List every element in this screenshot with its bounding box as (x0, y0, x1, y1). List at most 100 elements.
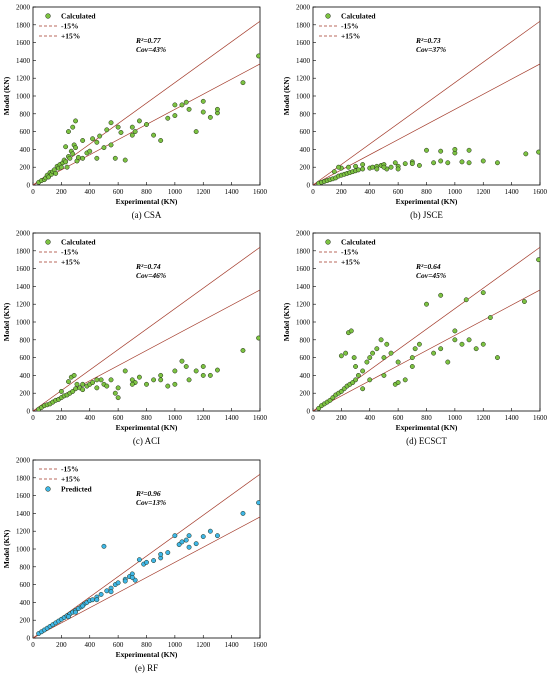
y-tick-label: 400 (20, 146, 31, 154)
data-point (172, 368, 178, 374)
data-point (90, 597, 96, 603)
data-point (98, 591, 104, 597)
data-point (80, 155, 86, 161)
data-point (165, 383, 171, 389)
data-point (523, 151, 529, 157)
data-point (445, 359, 451, 365)
chart-panel-3: 0 200 400 600 800 1000 1200 1400 1600 0 200 400 600 8… (2, 230, 268, 447)
cov-annotation: Cov=46% (136, 271, 166, 280)
x-tick-label: 800 (421, 188, 432, 196)
y-tick-label: 1200 (16, 301, 31, 309)
legend-label: -15% (61, 22, 79, 31)
x-tick-label: 0 (31, 188, 35, 196)
legend-marker-swatch (325, 239, 331, 245)
data-layer (313, 246, 540, 411)
data-point (395, 166, 401, 172)
data-point (200, 98, 206, 104)
data-point (240, 348, 246, 353)
cov-annotation: Cov=43% (136, 45, 166, 54)
data-point (122, 368, 128, 374)
legend-label: Predicted (61, 485, 93, 494)
x-tick-label: 200 (56, 414, 67, 422)
panel-caption: (c) ACI (133, 436, 160, 446)
data-point (438, 292, 444, 298)
y-tick-label: 0 (307, 182, 311, 190)
y-tick-label: 1200 (16, 528, 31, 536)
y-tick-label: 1600 (16, 492, 31, 500)
y-tick-label: 600 (20, 354, 31, 362)
y-tick-label: 1800 (16, 21, 31, 29)
r2-annotation: R²=0.73 (415, 36, 441, 45)
data-point (214, 106, 220, 112)
legend-label: -15% (341, 22, 359, 31)
data-point (53, 170, 59, 176)
data-point (395, 380, 401, 385)
x-tick-label: 200 (336, 414, 347, 422)
y-tick-label: 1400 (16, 283, 31, 291)
y-tick-label: 200 (20, 390, 31, 398)
y-tick-label: 1600 (16, 265, 31, 273)
r2-annotation: R²=0.77 (135, 36, 161, 45)
y-tick-label: 1800 (16, 474, 31, 482)
data-point (214, 533, 220, 539)
y-axis-label: Model (KN) (282, 76, 291, 115)
data-point (452, 146, 458, 152)
y-tick-label: 800 (20, 563, 31, 571)
data-point (384, 341, 390, 347)
y-tick-label: 400 (20, 372, 31, 380)
legend-marker-swatch (45, 13, 51, 19)
data-point (80, 603, 86, 609)
x-axis-label: Experimental (KN) (396, 197, 458, 206)
y-tick-label: 1800 (296, 21, 311, 29)
data-point (459, 341, 465, 347)
data-layer (33, 20, 260, 185)
legend-label: -15% (341, 248, 359, 257)
y-tick-label: 2000 (296, 230, 311, 238)
x-tick-label: 400 (365, 414, 376, 422)
data-point (416, 162, 422, 168)
data-point (94, 597, 100, 603)
legend-label: +15% (61, 475, 80, 484)
data-point (370, 350, 376, 356)
y-tick-label: 1000 (296, 319, 311, 327)
x-tick-label: 1600 (253, 641, 268, 649)
panel-caption: (d) ECSCT (406, 436, 447, 446)
data-layer (313, 20, 540, 185)
data-point (94, 385, 100, 391)
data-point (158, 138, 164, 143)
data-point (129, 575, 135, 580)
y-tick-label: 2000 (16, 457, 31, 465)
legend: Calculated-15%+15% (319, 238, 376, 267)
data-point (200, 372, 206, 378)
data-point (58, 388, 64, 394)
data-point (480, 158, 486, 164)
y-tick-label: 1800 (296, 247, 311, 255)
y-axis-label: Model (KN) (2, 529, 11, 568)
data-point (200, 534, 206, 539)
x-tick-label: 200 (336, 188, 347, 196)
legend: Calculated-15%+15% (39, 238, 96, 267)
data-point (136, 118, 142, 124)
data-point (367, 377, 373, 383)
data-point (381, 164, 387, 170)
legend-label: +15% (61, 32, 80, 41)
data-point (165, 115, 171, 121)
data-point (74, 381, 80, 387)
data-point (129, 132, 135, 138)
legend-marker-swatch (325, 13, 331, 19)
x-tick-label: 600 (113, 641, 124, 649)
y-axis-label: Model (KN) (2, 302, 11, 341)
plot-frame (312, 6, 541, 186)
data-point (207, 528, 213, 534)
data-point (183, 537, 189, 543)
r2-annotation: R²=0.74 (135, 262, 161, 271)
y-tick-label: 400 (300, 372, 311, 380)
data-point (438, 158, 444, 164)
data-point (364, 359, 370, 365)
legend-marker-swatch (45, 486, 51, 492)
data-point (66, 379, 71, 385)
legend-label: -15% (61, 248, 79, 257)
legend-label: Calculated (61, 12, 96, 21)
reference-line-minus15 (313, 20, 540, 185)
data-point (179, 358, 185, 364)
